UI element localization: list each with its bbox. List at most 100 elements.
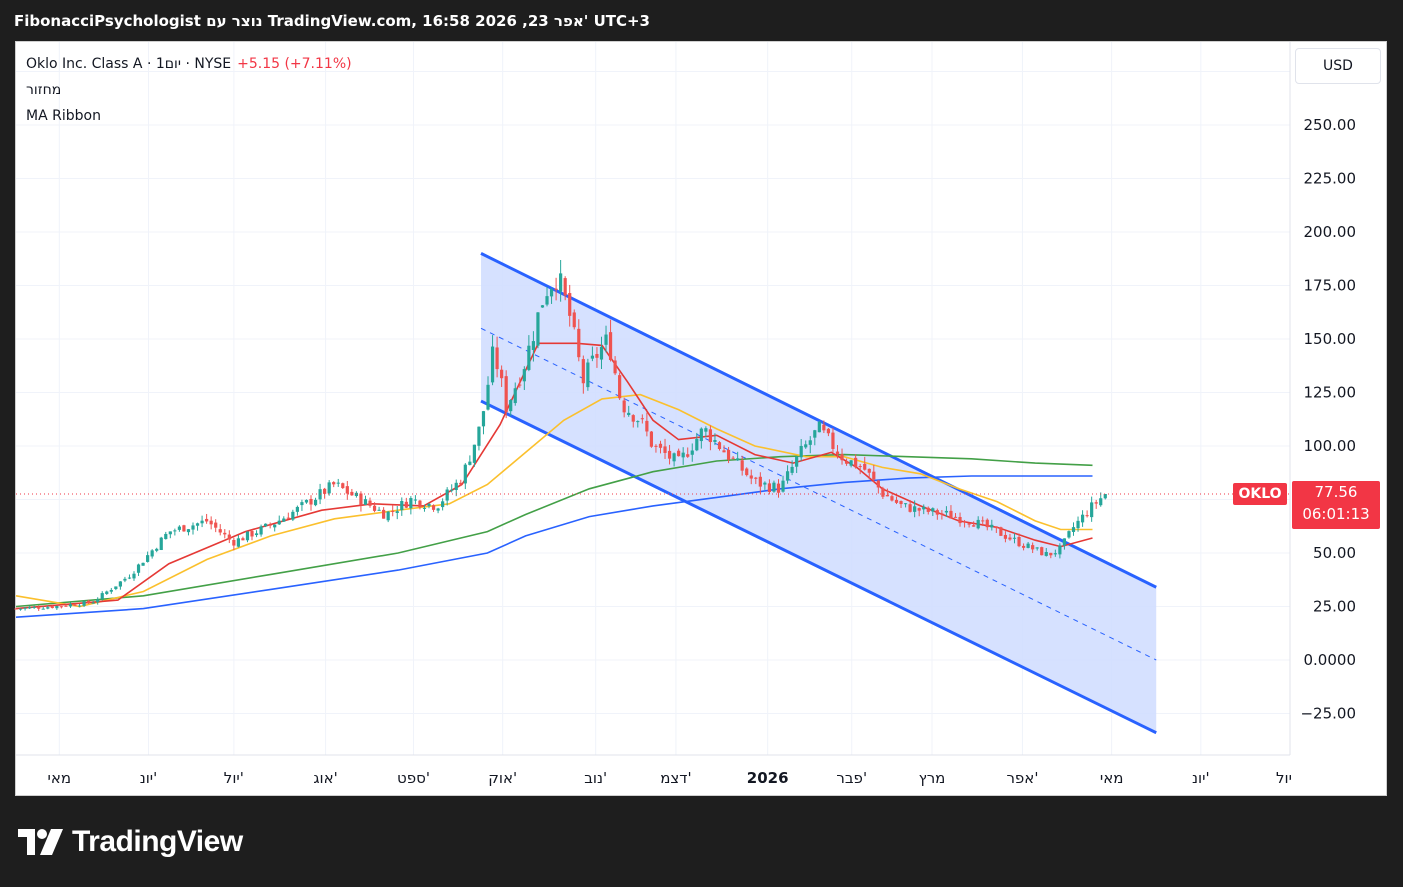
symbol-row[interactable]: Oklo Inc. Class A · 1יום · NYSE +5.15 (+7…	[26, 54, 352, 80]
candle	[808, 436, 812, 454]
currency-button[interactable]: USD	[1295, 48, 1381, 84]
candle-body	[227, 534, 231, 540]
candle	[608, 319, 613, 362]
candle-body	[409, 498, 413, 509]
candle-body	[486, 384, 490, 410]
y-tick-label: 125.00	[1304, 384, 1357, 402]
candle	[28, 606, 32, 609]
ma-fast-line	[15, 475, 1093, 618]
candle-body	[976, 519, 980, 529]
candle-body	[736, 458, 740, 461]
candle-body	[799, 445, 803, 458]
candle-body	[1040, 547, 1044, 556]
candle-body	[404, 501, 408, 508]
candle-body	[150, 550, 154, 557]
candle	[391, 505, 395, 517]
candle-body	[359, 493, 363, 506]
candle	[245, 531, 250, 543]
candle	[972, 521, 976, 527]
candle-body	[186, 529, 191, 533]
candle	[382, 507, 386, 519]
candle-body	[291, 511, 295, 520]
candle	[926, 506, 930, 515]
candle	[1049, 552, 1053, 559]
candle	[259, 524, 263, 537]
candle	[73, 603, 77, 606]
candle	[1035, 547, 1039, 551]
candle	[504, 370, 508, 419]
candle-body	[395, 511, 399, 513]
candle	[395, 506, 399, 520]
candle-body	[745, 468, 749, 476]
candle-body	[872, 471, 876, 480]
candle	[313, 497, 318, 507]
candle-body	[767, 483, 772, 492]
candle	[686, 447, 690, 458]
candle	[18, 608, 23, 611]
time-axis: מאי יונ' יול' אוג' ספט' אוק' נוב' דצמ' 2026 פבר' מ…	[16, 754, 1292, 787]
ma-slow-line	[15, 393, 1093, 608]
volume-legend[interactable]: מחזור	[26, 82, 62, 98]
candle-body	[436, 508, 440, 511]
tradingview-wordmark: TradingView	[72, 825, 243, 858]
candle	[804, 440, 808, 449]
x-tick-label: אפר'	[1006, 769, 1038, 787]
candle-body	[785, 471, 790, 481]
tradingview-brand[interactable]: TradingView	[18, 822, 243, 862]
candle-body	[313, 499, 318, 506]
candle	[146, 551, 150, 563]
candle	[890, 494, 894, 502]
candle	[195, 522, 200, 531]
candle-body	[654, 445, 658, 447]
candle	[672, 452, 676, 467]
candle	[127, 574, 132, 580]
candle	[931, 507, 935, 517]
candle	[241, 536, 245, 541]
candle-body	[835, 451, 840, 455]
candle	[427, 503, 431, 509]
candle	[96, 597, 100, 605]
candle-body	[250, 530, 254, 537]
candle	[323, 487, 327, 499]
candle-body	[286, 517, 290, 519]
candle	[554, 277, 558, 301]
candle	[645, 412, 649, 437]
candle	[1062, 538, 1067, 550]
candle	[500, 365, 504, 387]
candle-body	[858, 466, 862, 468]
candle-body	[1085, 515, 1089, 517]
candle-body	[622, 400, 626, 413]
candle-body	[908, 504, 912, 512]
candle-body	[368, 500, 372, 506]
candle-body	[754, 477, 758, 479]
top-bar: FibonacciPsychologist נוצר עם TradingVie…	[0, 0, 1403, 41]
candle	[150, 549, 154, 559]
candle	[1071, 522, 1076, 536]
candle	[572, 309, 576, 330]
candle	[109, 587, 113, 594]
candle-body	[713, 440, 717, 442]
candle	[849, 460, 853, 468]
candle	[472, 444, 477, 467]
candle	[332, 481, 336, 488]
candle	[867, 468, 871, 480]
regression-channel	[480, 252, 1157, 735]
candle-body	[994, 526, 998, 529]
candle	[132, 571, 136, 581]
candle-body	[59, 606, 63, 608]
candle	[518, 377, 522, 388]
ma-ribbon-legend[interactable]: MA Ribbon	[26, 108, 101, 124]
candle	[817, 420, 821, 433]
candle	[268, 522, 272, 529]
candle-body	[876, 480, 880, 488]
candle	[677, 448, 681, 457]
candle-body	[309, 498, 313, 505]
candle	[822, 420, 826, 433]
candle	[418, 499, 422, 510]
candle	[908, 499, 912, 513]
candle-body	[23, 607, 27, 609]
candle	[531, 331, 536, 362]
candle-body	[677, 450, 681, 457]
candle-body	[844, 461, 849, 464]
